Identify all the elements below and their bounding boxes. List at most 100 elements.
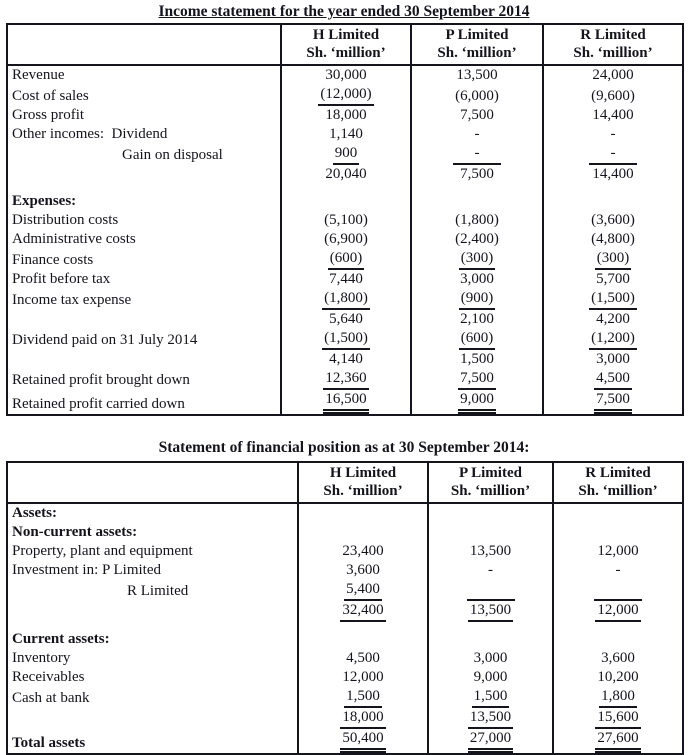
cell-value: 13,500 — [427, 542, 554, 561]
company-name: H Limited — [312, 27, 380, 43]
cell-value: 3,600 — [552, 649, 684, 668]
row-label: Non-current assets: — [6, 523, 299, 542]
income-statement-header-row: H Limited Sh. ‘million’ P Limited Sh. ‘m… — [6, 24, 684, 66]
table-row: 4,140 1,500 3,000 — [6, 350, 684, 369]
table-row: 18,000 13,500 15,600 — [6, 708, 684, 729]
cell-value: - — [542, 125, 684, 144]
cell-value: 7,500 — [542, 390, 684, 415]
table-row: Expenses: — [6, 184, 684, 211]
company-name: R Limited — [585, 465, 651, 481]
cell-value: (300) — [542, 249, 684, 270]
cell-value: 9,000 — [410, 390, 544, 415]
company-name: R Limited — [580, 27, 646, 43]
row-label: Cash at bank — [6, 687, 299, 708]
cell-value: (300) — [410, 249, 544, 270]
table-row: Current assets: — [6, 622, 684, 649]
cell-value: 24,000 — [542, 65, 684, 85]
table-row: Cash at bank 1,500 1,500 1,800 — [6, 687, 684, 708]
row-label: Dividend paid on 31 July 2014 — [6, 329, 282, 350]
cell-value — [427, 580, 554, 601]
cell-value: 7,500 — [410, 369, 544, 390]
table-row: Dividend paid on 31 July 2014 (1,500) (600… — [6, 329, 684, 350]
row-label: Cost of sales — [6, 85, 282, 106]
unit-label: Sh. ‘million’ — [450, 483, 531, 499]
cell-value: 3,000 — [410, 270, 544, 289]
row-label: Gain on disposal — [6, 144, 282, 165]
cell-value: 30,000 — [280, 65, 412, 85]
column-header-p-limited: P Limited Sh. ‘million’ — [410, 24, 544, 66]
table-row: Other incomes: Dividend 1,140- - — [6, 125, 684, 144]
row-label — [6, 165, 282, 184]
row-label: Retained profit carried down — [6, 390, 282, 415]
cell-value — [297, 503, 429, 523]
row-label — [6, 350, 282, 369]
row-label: Income tax expense — [6, 289, 282, 310]
financial-position-table: H Limited Sh. ‘million’ P Limited Sh. ‘m… — [6, 461, 684, 755]
table-row: Property, plant and equipment 23,400 13,50… — [6, 542, 684, 561]
cell-value: (900) — [410, 289, 544, 310]
cell-value: 5,700 — [542, 270, 684, 289]
row-label: Revenue — [6, 65, 282, 85]
table-row: Retained profit brought down 12,360 7,500 4… — [6, 369, 684, 390]
row-label: Distribution costs — [6, 211, 282, 230]
cell-value: 4,140 — [280, 350, 412, 369]
row-label: Property, plant and equipment — [6, 542, 299, 561]
cell-value: (1,800) — [280, 289, 412, 310]
row-label: Expenses: — [6, 184, 282, 211]
row-label: Other incomes: Dividend — [6, 125, 282, 144]
cell-value: - — [410, 144, 544, 165]
cell-value: 10,200 — [552, 668, 684, 687]
cell-value: 3,000 — [542, 350, 684, 369]
document-page: Income statement for the year ended 30 S… — [6, 3, 684, 755]
cell-value: 1,800 — [552, 687, 684, 708]
row-label: R Limited — [6, 580, 299, 601]
cell-value: 5,640 — [280, 310, 412, 329]
table-row: Revenue 30,000 13,500 24,000 — [6, 65, 684, 85]
table-row: Inventory 4,500 3,000 3,600 — [6, 649, 684, 668]
table-row: Investment in: P Limited 3,600- - — [6, 561, 684, 580]
cell-value: 2,100 — [410, 310, 544, 329]
cell-value: 3,600 — [297, 561, 429, 580]
cell-value: 4,500 — [297, 649, 429, 668]
cell-value: 1,500 — [297, 687, 429, 708]
table-row: Cost of sales (12,000) (6,000) (9,600) — [6, 85, 684, 106]
row-label: Finance costs — [6, 249, 282, 270]
financial-position-title: Statement of financial position as at 30… — [158, 439, 530, 456]
table-row: 32,400 13,500 12,000 — [6, 601, 684, 622]
cell-value: (3,600) — [542, 211, 684, 230]
table-row: Non-current assets: — [6, 523, 684, 542]
cell-value: (4,800) — [542, 230, 684, 249]
cell-value: (6,900) — [280, 230, 412, 249]
cell-value: 16,500 — [280, 390, 412, 415]
cell-value: - — [552, 561, 684, 580]
cell-value: (2,400) — [410, 230, 544, 249]
unit-label: Sh. ‘million’ — [573, 45, 653, 61]
cell-value: 12,000 — [552, 542, 684, 561]
cell-value: 900 — [280, 144, 412, 165]
table-row: Finance costs (600) (300) (300) — [6, 249, 684, 270]
row-label: Profit before tax — [6, 270, 282, 289]
cell-value: 27,000 — [427, 729, 554, 754]
corner-cell — [6, 462, 299, 504]
cell-value: 1,500 — [427, 687, 554, 708]
cell-value: 12,360 — [280, 369, 412, 390]
cell-value: (1,500) — [280, 329, 412, 350]
cell-value: 7,500 — [410, 106, 544, 125]
table-row: Gain on disposal 900- - — [6, 144, 684, 165]
row-label: Gross profit — [6, 106, 282, 125]
column-header-r-limited: R Limited Sh. ‘million’ — [542, 24, 684, 66]
column-header-h-limited: H Limited Sh. ‘million’ — [297, 462, 429, 504]
table-row: Gross profit 18,000 7,500 14,400 — [6, 106, 684, 125]
cell-value — [280, 184, 412, 211]
cell-value: (600) — [410, 329, 544, 350]
column-header-h-limited: H Limited Sh. ‘million’ — [280, 24, 412, 66]
cell-value: (6,000) — [410, 85, 544, 106]
cell-value: 14,400 — [542, 106, 684, 125]
cell-value: 18,000 — [280, 106, 412, 125]
table-row: Distribution costs (5,100) (1,800) (3,600) — [6, 211, 684, 230]
cell-value — [410, 184, 544, 211]
row-label: Receivables — [6, 668, 299, 687]
cell-value: (1,200) — [542, 329, 684, 350]
cell-value: 12,000 — [552, 601, 684, 622]
cell-value: 5,400 — [297, 580, 429, 601]
